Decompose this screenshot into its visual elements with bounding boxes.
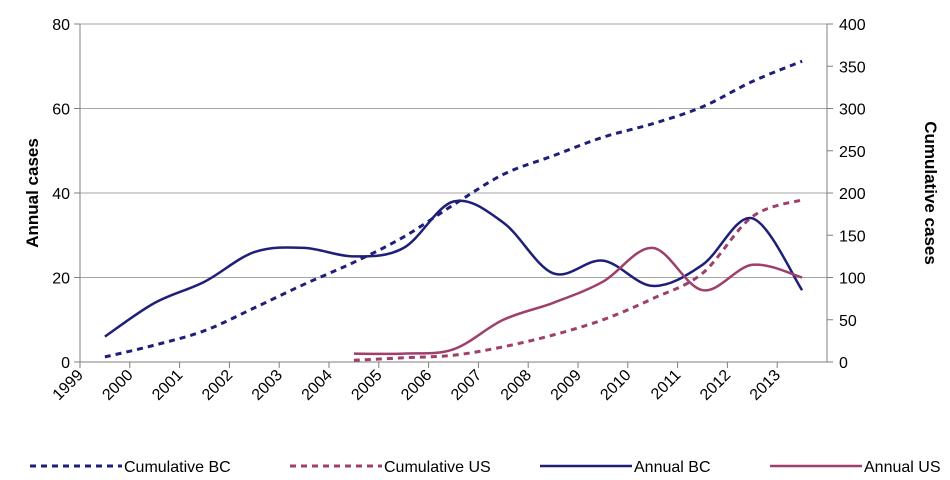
legend-label: Annual BC: [634, 459, 711, 476]
y-right-tick-label: 50: [839, 313, 857, 330]
y-right-axis-title: Cumulative cases: [921, 121, 940, 265]
x-tick-label: 2011: [648, 367, 684, 403]
x-tick-label: 2009: [548, 367, 585, 404]
axes: [74, 23, 833, 368]
series-line-cumulative-bc: [104, 59, 803, 359]
legend-label: Cumulative BC: [124, 459, 231, 476]
x-tick-label: 2010: [597, 367, 634, 404]
y-left-axis-title: Annual cases: [23, 138, 42, 248]
x-tick-label: 2004: [299, 367, 336, 404]
series-lines: [104, 59, 804, 362]
legend-label: Cumulative US: [384, 459, 491, 476]
x-tick-label: 2005: [348, 367, 385, 404]
legend-item-cumulative-bc: Cumulative BC: [30, 459, 231, 476]
legend: Cumulative BC Cumulative US Annual BC Annua…: [30, 459, 941, 476]
x-tick-label: 2008: [498, 367, 535, 404]
y-left-tick-label: 40: [52, 186, 70, 203]
y-left-tick-label: 60: [52, 102, 70, 119]
tick-labels: 0 20 40 60 80 0 50 100 150 200 250 300 350 400 1999 200…: [50, 17, 866, 404]
legend-label: Annual US: [864, 459, 941, 476]
y-right-tick-label: 350: [839, 59, 866, 76]
legend-item-annual-us: Annual US: [770, 459, 941, 476]
x-tick-label: 2006: [398, 367, 435, 404]
legend-item-annual-bc: Annual BC: [540, 459, 711, 476]
x-tick-label: 2002: [199, 367, 236, 404]
y-right-tick-label: 100: [839, 271, 866, 288]
y-right-tick-label: 300: [839, 102, 866, 119]
grid-lines: [80, 23, 827, 278]
x-tick-label: 2000: [99, 367, 136, 404]
y-right-tick-label: 200: [839, 186, 866, 203]
y-right-tick-label: 0: [839, 355, 848, 372]
series-line-annual-us: [353, 246, 803, 356]
x-tick-label: 2013: [747, 367, 784, 404]
series-line-cumulative-us: [353, 198, 803, 362]
x-tick-label: 2003: [249, 367, 286, 404]
x-tick-label: 2001: [149, 367, 186, 404]
y-right-tick-label: 250: [839, 144, 866, 161]
series-line-annual-bc: [104, 199, 804, 338]
y-right-tick-label: 400: [839, 17, 866, 34]
y-right-tick-label: 150: [839, 228, 866, 245]
legend-item-cumulative-us: Cumulative US: [290, 459, 491, 476]
y-left-tick-label: 0: [61, 355, 70, 372]
x-tick-label: 2012: [697, 367, 734, 404]
x-tick-label: 2007: [448, 367, 485, 404]
x-tick-label: 1999: [50, 367, 87, 404]
y-left-tick-label: 20: [52, 271, 70, 288]
y-left-tick-label: 80: [52, 17, 70, 34]
